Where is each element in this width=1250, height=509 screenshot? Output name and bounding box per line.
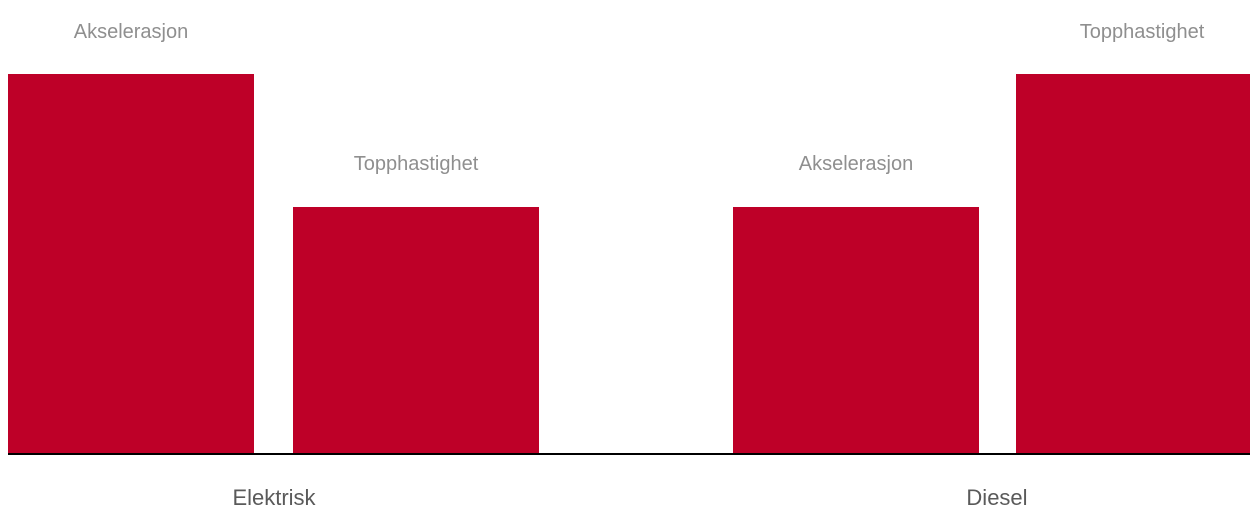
bar-label-diesel-akselerasjon: Akselerasjon: [799, 153, 914, 175]
bar-label-elektrisk-akselerasjon: Akselerasjon: [74, 21, 189, 43]
bar-elektrisk-akselerasjon: [8, 74, 254, 454]
bar-elektrisk-topphastighet: [293, 207, 539, 454]
bar-diesel-akselerasjon: [733, 207, 979, 454]
bar-diesel-topphastighet: [1016, 74, 1250, 454]
category-label-elektrisk: Elektrisk: [232, 485, 316, 509]
bar-label-diesel-topphastighet: Topphastighet: [1080, 21, 1205, 43]
bars-group: [8, 74, 1250, 454]
bar-label-elektrisk-topphastighet: Topphastighet: [354, 153, 479, 175]
category-label-diesel: Diesel: [966, 485, 1027, 509]
